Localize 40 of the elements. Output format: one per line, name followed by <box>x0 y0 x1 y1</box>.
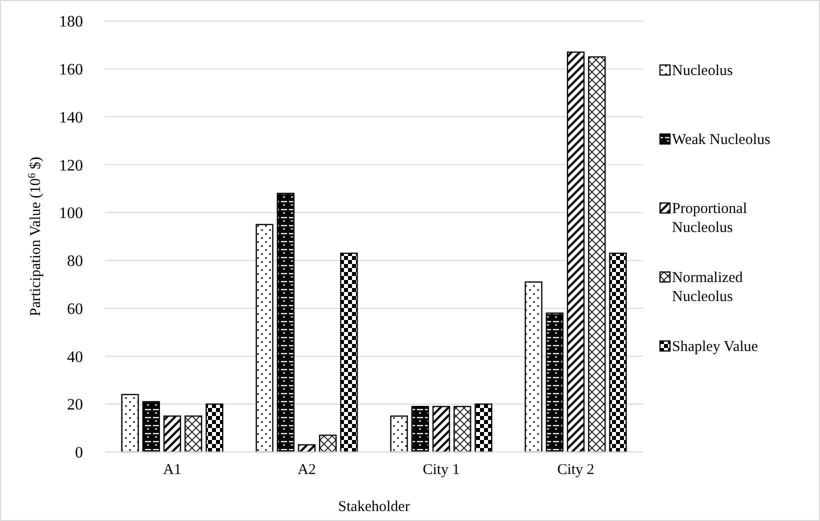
bar <box>454 406 472 453</box>
legend-label: Proportional Nucleolus <box>672 201 747 236</box>
x-tick-label: A1 <box>163 462 182 478</box>
y-tick-label: 40 <box>67 348 83 366</box>
legend-label: Normalized Nucleolus <box>672 270 744 305</box>
y-tick-label: 100 <box>59 205 83 222</box>
bar <box>609 252 627 453</box>
legend-label: Nucleolus <box>672 63 733 79</box>
bar <box>276 192 294 453</box>
bar <box>566 52 585 453</box>
bar <box>298 444 316 453</box>
x-tick-label: A2 <box>298 462 316 478</box>
bar <box>142 401 160 453</box>
bar <box>588 56 606 453</box>
y-tick-label: 80 <box>67 253 83 270</box>
bar <box>390 415 408 453</box>
y-tick-label: 140 <box>59 109 83 126</box>
bar <box>432 406 450 453</box>
x-tick-label: City 2 <box>557 462 594 478</box>
x-axis-title: Stakeholder <box>338 499 410 515</box>
bar <box>184 415 202 453</box>
y-tick-label: 180 <box>59 14 83 31</box>
bar <box>340 252 358 453</box>
bar <box>319 434 337 453</box>
bar <box>411 406 429 453</box>
y-tick-label: 0 <box>75 444 83 462</box>
legend-label: Shapley Value <box>672 339 758 355</box>
y-tick-label: 60 <box>67 300 83 318</box>
y-tick-label: 20 <box>67 396 83 414</box>
legend-label: Weak Nucleolus <box>672 132 771 148</box>
bar <box>256 224 274 453</box>
bar <box>524 281 542 453</box>
x-tick-label: City 1 <box>422 462 460 478</box>
y-tick-label: 120 <box>59 157 83 174</box>
bar <box>546 312 564 453</box>
bar <box>163 415 182 453</box>
bar <box>121 394 139 453</box>
y-tick-label: 160 <box>59 61 83 78</box>
bar <box>474 404 492 453</box>
bar <box>206 404 224 453</box>
